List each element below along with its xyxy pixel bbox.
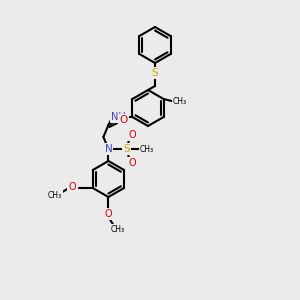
Text: S: S [123,144,130,154]
Text: O: O [129,130,136,140]
Text: CH₃: CH₃ [172,98,187,106]
Text: O: O [68,182,76,192]
Text: CH₃: CH₃ [48,190,62,200]
Text: O: O [129,158,136,168]
Text: CH₃: CH₃ [139,145,154,154]
Text: NH: NH [111,112,126,122]
Text: CH₃: CH₃ [110,224,124,233]
Text: O: O [119,115,128,125]
Text: S: S [152,68,158,78]
Text: O: O [105,209,112,219]
Text: N: N [104,144,112,154]
